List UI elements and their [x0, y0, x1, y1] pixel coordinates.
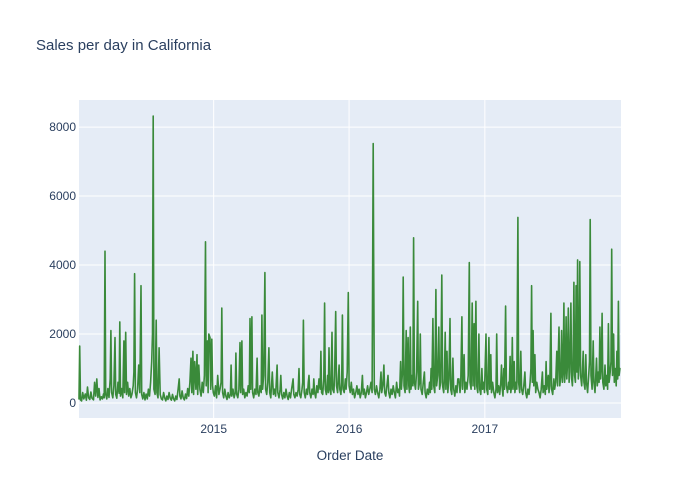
y-tick-label: 0 [69, 396, 76, 410]
y-tick-label: 2000 [49, 327, 76, 341]
x-tick-label: 2017 [471, 422, 498, 436]
y-tick-label: 8000 [49, 120, 76, 134]
sales-line[interactable] [78, 115, 621, 402]
x-tick-label: 2016 [336, 422, 363, 436]
y-tick-label: 4000 [49, 258, 76, 272]
y-tick-label: 6000 [49, 189, 76, 203]
x-tick-label: 2015 [200, 422, 227, 436]
x-axis-title: Order Date [316, 448, 384, 463]
chart-title: Sales per day in California [36, 37, 212, 54]
